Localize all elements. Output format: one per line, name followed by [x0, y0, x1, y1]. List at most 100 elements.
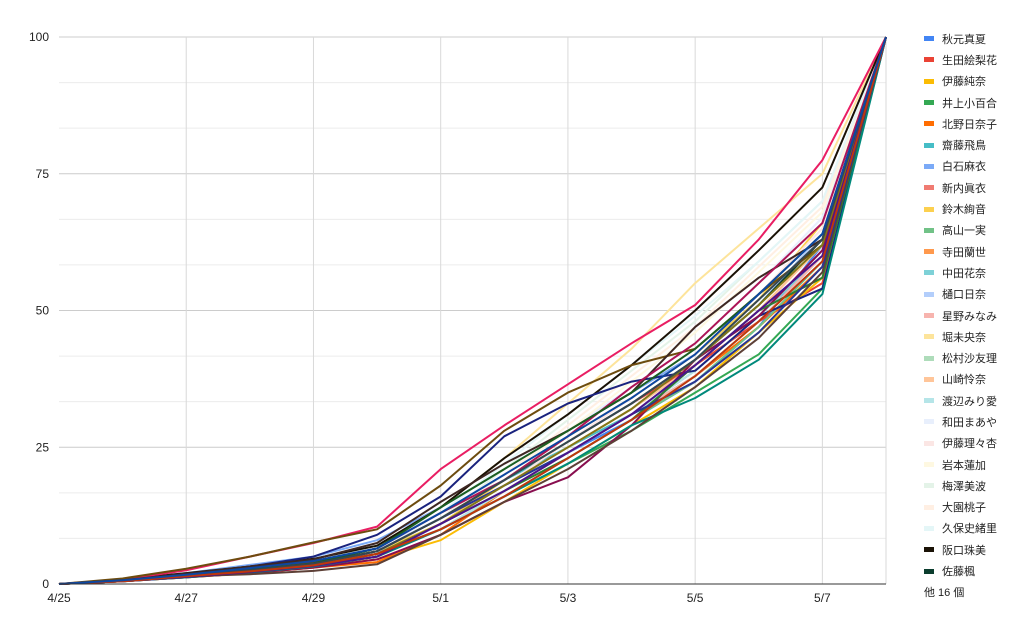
legend-item[interactable]: 渡辺みり愛: [924, 390, 1024, 411]
legend-item[interactable]: 松村沙友理: [924, 347, 1024, 368]
x-tick-label: 4/29: [302, 591, 326, 605]
legend-swatch: [924, 142, 934, 148]
legend-item[interactable]: 堀未央奈: [924, 326, 1024, 347]
y-tick-label: 100: [29, 30, 49, 44]
line-chart: 0 25 50 75 100 4/25 4/27 4/29 5/1 5/3 5/5 5/7: [29, 30, 887, 605]
legend-swatch: [924, 57, 934, 63]
legend-swatch: [924, 249, 934, 255]
legend-label: 北野日奈子: [942, 118, 997, 131]
legend-swatch: [924, 291, 934, 297]
axes: 0 25 50 75 100 4/25 4/27 4/29 5/1 5/3 5/5 5/7: [29, 30, 886, 605]
series-line-extra-16: [58, 36, 887, 585]
legend-item[interactable]: 岩本蓮加: [924, 454, 1024, 475]
legend-swatch: [924, 568, 934, 574]
legend-item[interactable]: 山崎怜奈: [924, 369, 1024, 390]
legend-item[interactable]: 秋元真夏: [924, 28, 1024, 49]
legend-swatch: [924, 504, 934, 510]
series-line-extra-15: [58, 36, 887, 585]
series-line-extra-6: [58, 36, 887, 585]
y-tick-label: 25: [36, 440, 50, 454]
legend-item[interactable]: 佐藤楓: [924, 560, 1024, 581]
legend-swatch: [924, 206, 934, 212]
legend-label: 生田絵梨花: [942, 54, 997, 67]
legend-item[interactable]: 生田絵梨花: [924, 49, 1024, 70]
legend-label: 伊藤理々杏: [942, 438, 997, 451]
legend-item[interactable]: 高山一実: [924, 220, 1024, 241]
legend-item[interactable]: 星野みなみ: [924, 305, 1024, 326]
legend-swatch: [924, 376, 934, 382]
legend-item[interactable]: 阪口珠美: [924, 539, 1024, 560]
legend-label: 樋口日奈: [942, 289, 986, 302]
legend-item[interactable]: 井上小百合: [924, 92, 1024, 113]
legend-swatch: [924, 227, 934, 233]
legend-label: 新内眞衣: [942, 182, 986, 195]
legend-swatch: [924, 36, 934, 42]
legend-label: 鈴木絢音: [942, 204, 986, 217]
legend-item[interactable]: 齋藤飛鳥: [924, 134, 1024, 155]
x-tick-label: 5/5: [687, 591, 704, 605]
legend-swatch: [924, 462, 934, 468]
legend-swatch: [924, 313, 934, 318]
legend-label: 梅澤美波: [942, 480, 986, 493]
series-lines: [58, 36, 887, 585]
legend-swatch: [924, 334, 934, 340]
legend-item[interactable]: 白石麻衣: [924, 156, 1024, 177]
legend-item[interactable]: 伊藤純奈: [924, 71, 1024, 92]
legend-item[interactable]: 中田花奈: [924, 262, 1024, 283]
legend-item[interactable]: 新内眞衣: [924, 177, 1024, 198]
legend-label: 松村沙友理: [942, 353, 997, 366]
legend-swatch: [924, 398, 934, 404]
legend-label: 和田まあや: [942, 416, 997, 429]
legend-label: 高山一実: [942, 225, 986, 238]
legend-item[interactable]: 鈴木絢音: [924, 198, 1024, 219]
legend-label: 伊藤純奈: [942, 76, 986, 89]
legend-more-link[interactable]: 他 16 個: [924, 586, 965, 599]
legend-label: 岩本蓮加: [942, 459, 986, 472]
legend-label: 渡辺みり愛: [942, 395, 997, 408]
legend-label: 井上小百合: [942, 97, 997, 110]
legend-label: 白石麻衣: [942, 161, 986, 174]
legend-label: 久保史緒里: [942, 523, 997, 536]
series-line-extra-1: [58, 36, 887, 585]
y-tick-label: 50: [36, 304, 50, 318]
legend-item[interactable]: 寺田蘭世: [924, 241, 1024, 262]
legend-swatch: [924, 525, 934, 531]
legend-label: 星野みなみ: [942, 310, 997, 323]
legend-item[interactable]: 久保史緒里: [924, 518, 1024, 539]
legend-swatch: [924, 483, 934, 489]
legend-label: 秋元真夏: [942, 33, 986, 46]
legend-label: 大園桃子: [942, 502, 986, 515]
legend-swatch: [924, 78, 934, 84]
x-tick-label: 4/25: [47, 591, 71, 605]
legend-item[interactable]: 北野日奈子: [924, 113, 1024, 134]
x-tick-label: 5/3: [560, 591, 577, 605]
legend-swatch: [924, 163, 934, 169]
legend-label: 阪口珠美: [942, 544, 986, 557]
legend-swatch: [924, 355, 934, 361]
legend-label: 齋藤飛鳥: [942, 140, 986, 153]
legend-label: 寺田蘭世: [942, 246, 986, 259]
legend-swatch: [924, 185, 934, 191]
x-tick-label: 5/1: [432, 591, 449, 605]
legend-item[interactable]: 伊藤理々杏: [924, 433, 1024, 454]
legend-label: 山崎怜奈: [942, 374, 986, 387]
y-tick-label: 0: [42, 577, 49, 591]
legend-item[interactable]: 樋口日奈: [924, 284, 1024, 305]
y-tick-label: 75: [36, 167, 50, 181]
x-tick-label: 5/7: [814, 591, 831, 605]
legend-item[interactable]: 大園桃子: [924, 497, 1024, 518]
legend-swatch: [924, 121, 934, 127]
legend-item[interactable]: 梅澤美波: [924, 475, 1024, 496]
legend-label: 佐藤楓: [942, 566, 975, 579]
legend-swatch: [924, 440, 934, 446]
legend-label: 堀未央奈: [942, 331, 986, 344]
legend-label: 中田花奈: [942, 267, 986, 280]
x-tick-label: 4/27: [175, 591, 199, 605]
legend-item[interactable]: 和田まあや: [924, 411, 1024, 432]
legend-swatch: [924, 419, 934, 425]
legend-swatch: [924, 547, 934, 553]
legend-swatch: [924, 270, 934, 276]
legend: 秋元真夏生田絵梨花伊藤純奈井上小百合北野日奈子齋藤飛鳥白石麻衣新内眞衣鈴木絢音高…: [924, 28, 1024, 600]
legend-swatch: [924, 100, 934, 106]
